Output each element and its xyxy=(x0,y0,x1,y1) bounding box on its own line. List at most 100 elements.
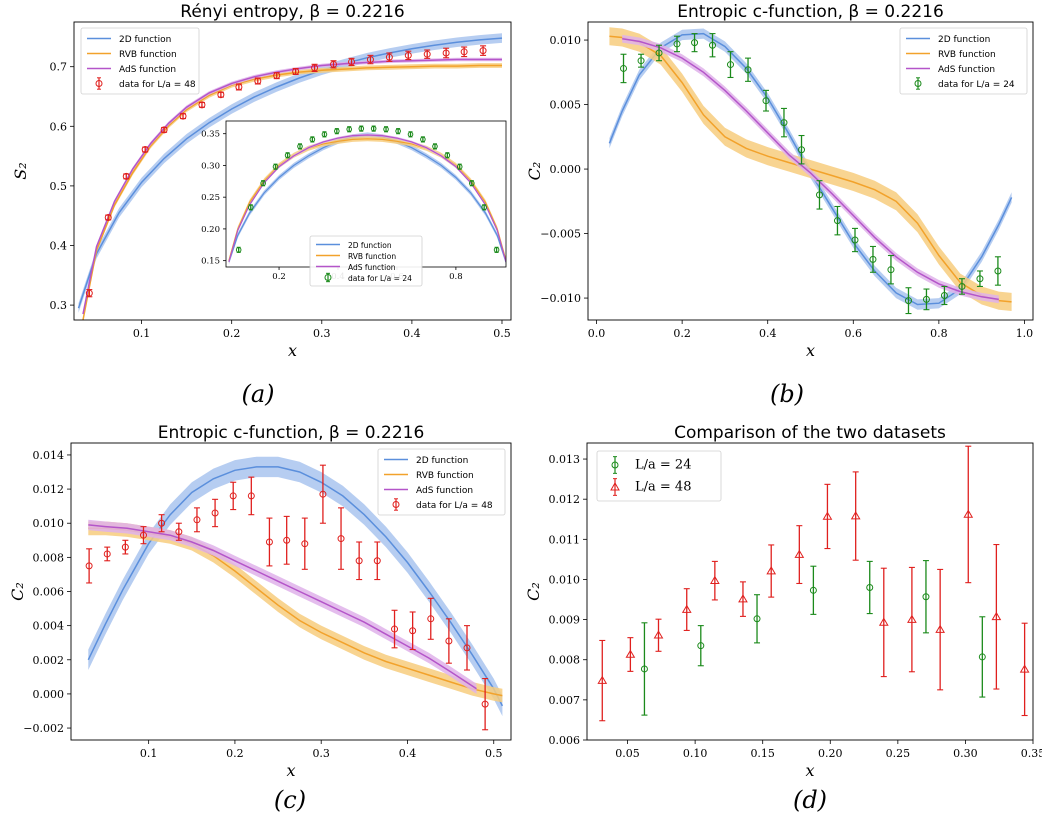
legend-marker xyxy=(392,501,400,508)
data-point xyxy=(887,254,895,285)
legend-box xyxy=(80,27,200,95)
y-tick-label: 0.012 xyxy=(549,493,581,506)
data-point xyxy=(794,525,805,585)
legend-label: AdS function xyxy=(938,65,995,75)
y-axis-label: C₂ xyxy=(524,582,543,601)
legend-entry: AdS function xyxy=(316,263,396,272)
marker-circle xyxy=(355,557,363,565)
data-point xyxy=(815,180,823,210)
panel-label: (b) xyxy=(770,380,804,408)
data-point xyxy=(442,47,450,59)
marker-circle xyxy=(460,48,468,56)
data-point xyxy=(493,246,500,253)
marker-circle xyxy=(922,295,930,303)
legend-marker xyxy=(611,461,619,469)
marker-circle xyxy=(481,700,489,708)
x-tick-label: 0.2 xyxy=(272,272,286,282)
axes-frame xyxy=(73,21,512,321)
y-tick-label: 0.010 xyxy=(33,517,65,530)
marker-circle xyxy=(709,41,717,49)
data-point xyxy=(160,126,168,134)
panel-b: 0.0 0.2 0.4 0.6 0.8 1.0 −0.010 −0.005 0.000 0.005… xyxy=(525,2,1034,408)
x-tick-label: 0.2 xyxy=(226,747,244,760)
y-tick-label: 0.30 xyxy=(201,161,220,171)
data-point xyxy=(366,54,374,65)
y-tick-label: 0.006 xyxy=(33,586,65,599)
marker-triangle xyxy=(878,617,889,626)
axes-frame xyxy=(70,442,512,741)
data-point xyxy=(247,204,254,211)
data-point xyxy=(469,180,475,187)
marker-circle xyxy=(469,180,475,187)
data-point xyxy=(481,204,487,211)
y-tick-label: 0.005 xyxy=(550,99,582,112)
legend-entry: data for L/a = 48 xyxy=(392,498,493,511)
legend-label: AdS function xyxy=(348,263,396,272)
marker-circle xyxy=(383,126,389,133)
data-point xyxy=(319,464,327,524)
x-tick-label: 0.5 xyxy=(485,747,503,760)
panel-d: 0.05 0.10 0.15 0.20 0.25 0.30 0.35 0.006 0.007 0.… xyxy=(524,423,1042,814)
legend-entry: data for L/a = 24 xyxy=(914,77,1015,90)
data-point xyxy=(346,126,353,133)
legend-label: 2D function xyxy=(119,35,171,45)
marker-triangle xyxy=(907,614,917,623)
data-point xyxy=(235,246,242,253)
data-point xyxy=(103,546,111,562)
marker-circle xyxy=(655,49,663,57)
marker-circle xyxy=(311,64,319,72)
marker-circle xyxy=(235,247,242,253)
marker-circle xyxy=(247,204,254,211)
data-point xyxy=(709,560,720,601)
marker-circle xyxy=(254,77,262,85)
panel-c: 0.1 0.2 0.3 0.4 0.5 −0.002 0.000 0.002 0.004 0.00… xyxy=(8,423,512,814)
x-tick-label: 0.5 xyxy=(493,327,511,340)
marker-triangle xyxy=(963,509,974,518)
data-point xyxy=(260,180,266,187)
y-tick-label: 0.010 xyxy=(550,34,582,47)
marker-circle xyxy=(420,136,426,143)
marker-circle xyxy=(493,247,500,253)
marker-circle xyxy=(329,60,337,68)
x-tick-label: 0.1 xyxy=(133,327,151,340)
y-tick-label: −0.002 xyxy=(23,722,64,735)
plot-area-b xyxy=(608,27,1013,315)
marker-circle xyxy=(697,642,705,650)
x-tick-label: 0.1 xyxy=(140,747,158,760)
marker-circle xyxy=(762,97,770,105)
legend-entry: RVB function xyxy=(906,50,996,60)
marker-circle xyxy=(321,131,328,138)
legend-box xyxy=(377,448,506,516)
y-tick-label: 0.008 xyxy=(549,654,581,667)
series-line-2 xyxy=(82,58,502,315)
chart-title: Entropic c-function, β = 0.2216 xyxy=(158,423,425,443)
legend-label: RVB function xyxy=(416,471,474,481)
plot-area-a xyxy=(77,33,503,320)
marker-triangle xyxy=(822,511,833,520)
data-point xyxy=(691,33,699,53)
x-axis-label: x xyxy=(286,761,295,780)
legend-label: 2D function xyxy=(938,35,990,45)
data-point xyxy=(653,618,664,652)
y-tick-label: 0.7 xyxy=(50,61,68,74)
legend-entry: L/a = 24 xyxy=(611,456,691,474)
data-point xyxy=(709,33,717,58)
legend-label: data for L/a = 48 xyxy=(416,501,493,511)
data-point xyxy=(301,517,309,570)
data-point xyxy=(479,45,487,56)
series-band-1 xyxy=(88,521,503,703)
data-point xyxy=(935,568,946,691)
marker-circle xyxy=(442,49,450,57)
x-axis-label: x xyxy=(806,341,815,360)
marker-circle xyxy=(994,267,1002,275)
marker-circle xyxy=(260,180,266,187)
data-point xyxy=(780,107,788,138)
series-line-1 xyxy=(228,138,506,261)
marker-circle xyxy=(370,125,377,132)
marker-circle xyxy=(423,50,431,58)
data-point xyxy=(922,288,930,311)
data-point xyxy=(235,83,243,91)
panel-label: (a) xyxy=(241,380,274,408)
data-point xyxy=(407,131,414,138)
